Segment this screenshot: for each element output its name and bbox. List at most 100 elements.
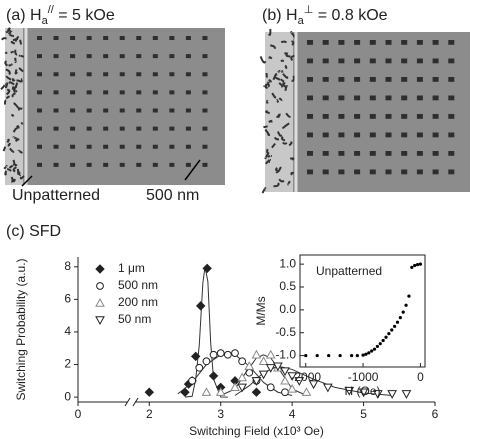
dot: [401, 169, 408, 175]
point: [338, 353, 342, 358]
marker: [231, 349, 239, 358]
domain: [4, 51, 8, 55]
panel-b-sup: ⊥: [304, 4, 314, 16]
point: [384, 335, 388, 339]
domain: [14, 138, 20, 143]
dot: [354, 132, 361, 138]
inset-annotation: Unpatterned: [316, 264, 382, 278]
domain: [20, 78, 23, 83]
dot: [37, 36, 42, 40]
domain: [284, 64, 288, 70]
marker: [216, 349, 225, 358]
y-tick-label: 2: [64, 357, 71, 371]
dot: [70, 162, 76, 167]
dot: [307, 40, 313, 45]
dot: [86, 108, 92, 113]
dot: [448, 114, 455, 119]
dot: [86, 36, 92, 40]
marker: [265, 349, 276, 359]
dot: [369, 169, 376, 175]
dot: [202, 54, 208, 59]
dot: [369, 40, 376, 45]
domain: [264, 128, 271, 137]
dot: [202, 144, 208, 149]
dot: [385, 58, 392, 64]
dot: [136, 162, 142, 167]
domain: [268, 119, 273, 124]
dot: [385, 132, 392, 138]
domain: [259, 56, 267, 64]
dot: [119, 90, 125, 95]
dot: [70, 54, 76, 59]
domain: [13, 102, 21, 110]
marker: [251, 349, 262, 359]
y-tick-label: -0.5: [275, 325, 296, 339]
domain: [15, 35, 20, 41]
domain: [18, 107, 23, 111]
dot: [338, 151, 345, 156]
dot: [416, 77, 423, 82]
y-tick-label: 0.0: [279, 302, 296, 316]
domain: [262, 85, 269, 90]
domain: [282, 122, 290, 129]
dot: [152, 36, 158, 40]
marker: [202, 263, 212, 274]
dot: [70, 72, 76, 77]
x-tick-label: -1000: [348, 370, 379, 384]
dot: [448, 169, 455, 175]
dot: [416, 151, 423, 156]
x-axis-label: Switching Field (x10³ Oe): [189, 424, 324, 438]
dot: [86, 144, 92, 149]
domain: [15, 125, 20, 129]
micrograph-b: [259, 29, 470, 194]
marker: [191, 351, 201, 362]
dot: [432, 132, 439, 138]
x-axis-label: H (Oe): [345, 384, 381, 398]
domain: [289, 157, 295, 161]
dot: [70, 90, 76, 95]
marker: [215, 387, 226, 396]
marker: [387, 390, 397, 399]
point: [364, 352, 368, 356]
domain: [280, 78, 285, 83]
legend-label: 1 μm: [118, 261, 145, 275]
point: [413, 263, 417, 268]
annotation: Unpatterned: [12, 187, 100, 204]
marker: [244, 361, 255, 370]
dot: [185, 162, 191, 167]
domain: [12, 178, 16, 183]
dot: [37, 90, 42, 95]
dot: [416, 169, 423, 175]
marker: [308, 380, 319, 390]
dot: [37, 72, 42, 77]
domain: [11, 114, 15, 117]
domain: [9, 147, 15, 153]
dot: [103, 144, 109, 149]
point: [361, 353, 365, 357]
domain: [273, 76, 281, 81]
dot: [103, 162, 109, 167]
point: [381, 338, 385, 343]
dot: [136, 108, 142, 113]
micrograph-a: [0, 27, 225, 185]
point: [372, 347, 377, 351]
dot: [338, 40, 345, 45]
dot: [53, 162, 59, 167]
dot: [86, 54, 92, 59]
dot: [103, 90, 109, 95]
dot: [354, 95, 361, 101]
dot: [185, 54, 191, 59]
arrow: [184, 159, 201, 181]
domain: [6, 88, 10, 92]
point: [410, 265, 414, 269]
x-tick-label: 6: [432, 407, 439, 421]
point: [401, 310, 405, 314]
domain: [2, 146, 7, 152]
domain: [278, 82, 284, 88]
marker: [238, 357, 247, 366]
domain: [5, 68, 11, 76]
domain: [271, 142, 276, 149]
dot: [416, 58, 423, 64]
dot: [322, 114, 329, 119]
marker: [223, 350, 232, 359]
